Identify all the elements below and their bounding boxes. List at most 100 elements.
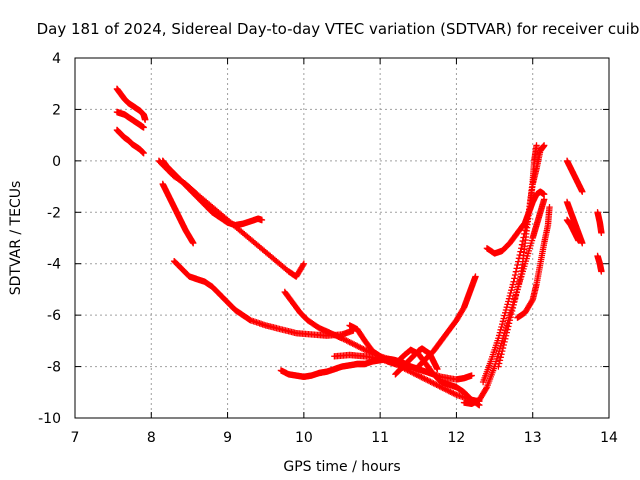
data-point-marker [495,363,502,370]
x-tick-label: 9 [223,430,232,446]
data-point-marker [501,338,508,346]
y-tick-label: -4 [47,257,61,273]
data-series [594,209,605,237]
data-point-marker [507,289,514,297]
data-point-marker [505,298,512,305]
data-point-marker [140,149,147,157]
data-series [113,108,147,131]
data-point-marker [504,326,511,333]
plot-frame [74,57,610,419]
data-point-marker [258,216,266,224]
data-point-marker [598,229,605,237]
y-tick-label: 0 [52,154,61,170]
data-point-marker [508,310,515,318]
data-point-marker [509,304,517,312]
data-point-marker [505,323,512,330]
data-point-marker [506,292,514,300]
data-point-marker [498,323,505,331]
data-point-marker [495,335,502,342]
data-point-marker [546,203,553,211]
data-point-marker [498,351,505,358]
axis-ticks: 7 8 9 10 11 12 13 14 -10 -8 -6 -4 -2 0 2 4 [38,51,618,446]
data-series [155,157,308,280]
x-tick-label: 7 [71,430,80,446]
data-point-marker [511,295,519,302]
data-point-marker [515,283,522,290]
data-point-marker [508,284,516,291]
data-point-marker [508,307,516,315]
data-point-marker [482,385,490,392]
data-point-marker [501,312,508,319]
data-point-marker [579,239,586,247]
data-point-marker [515,280,523,287]
data-point-marker [512,268,520,275]
data-point-marker [140,124,147,131]
data-point-marker [497,326,504,333]
data-point-marker [434,365,441,373]
data-point-marker [504,301,511,308]
y-axis-label: SDTVAR / TECUs [8,181,24,296]
data-point-marker [496,357,504,364]
data-point-marker [499,347,506,355]
data-point-marker [509,281,517,288]
data-series [483,188,548,257]
x-tick-label: 13 [524,430,542,446]
data-point-marker [503,303,510,311]
y-tick-label: 4 [52,51,61,67]
data-point-marker [533,142,540,149]
data-point-marker [506,317,514,324]
data-point-marker [500,341,507,349]
data-point-marker [513,265,520,272]
data-point-marker [496,329,504,336]
data-point-marker [502,309,509,317]
data-point-marker [510,301,517,309]
data-point-marker [598,268,605,275]
data-point-marker [516,276,523,284]
data-point-marker [299,261,307,269]
data-point-marker [513,289,520,296]
data-point-marker [575,237,582,244]
x-tick-label: 14 [600,430,618,446]
data-point-marker [507,314,514,321]
data-series [170,257,357,339]
data-series [594,252,605,275]
data-series [563,216,582,244]
data-series [392,345,441,378]
data-point-marker [512,292,520,299]
data-point-marker [499,344,507,352]
x-tick-label: 12 [448,430,466,446]
data-point-marker [505,295,513,302]
data-markers [113,85,605,409]
data-point-marker [508,287,515,294]
data-point-marker [540,142,548,149]
data-point-marker [499,320,506,328]
data-point-marker [495,332,503,339]
data-point-marker [502,332,510,339]
data-point-marker [514,286,521,293]
data-point-marker [495,360,503,367]
data-point-marker [517,248,524,255]
data-point-marker [528,297,536,305]
data-point-marker [511,271,519,279]
data-point-marker [499,318,507,325]
data-point-marker [497,354,504,361]
data-point-marker [540,191,548,198]
data-point-marker [468,372,475,379]
data-point-marker [300,260,308,267]
data-point-marker [502,306,510,314]
x-tick-label: 11 [371,430,389,446]
data-series [495,142,540,370]
data-point-marker [511,275,518,282]
data-series [159,157,266,229]
data-point-marker [518,245,525,252]
data-point-marker [579,188,586,195]
y-tick-label: 2 [52,102,61,118]
data-point-marker [500,315,507,322]
chart-title: Day 181 of 2024, Sidereal Day-to-day VTE… [37,20,640,38]
x-axis-label: GPS time / hours [283,459,400,475]
data-series [113,85,149,123]
y-tick-label: -6 [47,308,61,324]
data-point-marker [511,298,518,305]
y-tick-label: -2 [47,205,61,221]
